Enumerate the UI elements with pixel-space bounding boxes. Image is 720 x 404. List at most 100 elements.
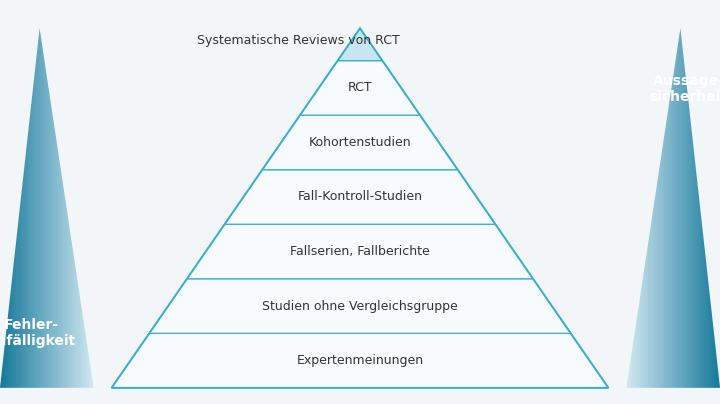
Polygon shape (647, 0, 648, 404)
Polygon shape (38, 0, 39, 404)
Polygon shape (672, 0, 673, 404)
Polygon shape (667, 0, 668, 404)
Polygon shape (692, 0, 693, 404)
Polygon shape (57, 0, 58, 404)
Polygon shape (0, 28, 94, 388)
Polygon shape (43, 0, 44, 404)
Polygon shape (10, 0, 11, 404)
Polygon shape (149, 279, 571, 333)
Polygon shape (643, 0, 644, 404)
Polygon shape (22, 0, 23, 404)
Polygon shape (691, 0, 692, 404)
Polygon shape (27, 0, 28, 404)
Polygon shape (660, 0, 661, 404)
Polygon shape (52, 0, 53, 404)
Polygon shape (15, 0, 16, 404)
Polygon shape (689, 0, 690, 404)
Polygon shape (706, 0, 707, 404)
Polygon shape (92, 0, 93, 404)
Polygon shape (84, 0, 85, 404)
Polygon shape (300, 61, 420, 115)
Polygon shape (338, 28, 382, 61)
Polygon shape (685, 0, 686, 404)
Polygon shape (69, 0, 71, 404)
Polygon shape (39, 0, 40, 404)
Polygon shape (46, 0, 47, 404)
Polygon shape (58, 0, 59, 404)
Polygon shape (55, 0, 56, 404)
Polygon shape (14, 0, 15, 404)
Polygon shape (674, 0, 675, 404)
Polygon shape (31, 0, 32, 404)
Polygon shape (698, 0, 699, 404)
Text: Kohortenstudien: Kohortenstudien (309, 136, 411, 149)
Polygon shape (712, 0, 713, 404)
Polygon shape (680, 0, 681, 404)
Polygon shape (671, 0, 672, 404)
Polygon shape (693, 0, 694, 404)
Polygon shape (78, 0, 79, 404)
Polygon shape (635, 0, 636, 404)
Polygon shape (1, 0, 2, 404)
Polygon shape (648, 0, 649, 404)
Polygon shape (16, 0, 17, 404)
Polygon shape (37, 0, 38, 404)
Polygon shape (632, 0, 633, 404)
Polygon shape (23, 0, 24, 404)
Polygon shape (87, 0, 88, 404)
Polygon shape (666, 0, 667, 404)
Polygon shape (13, 0, 14, 404)
Polygon shape (20, 0, 21, 404)
Polygon shape (668, 0, 670, 404)
Polygon shape (663, 0, 664, 404)
Polygon shape (702, 0, 703, 404)
Polygon shape (641, 0, 642, 404)
Polygon shape (56, 0, 57, 404)
Polygon shape (42, 0, 43, 404)
Polygon shape (7, 0, 8, 404)
Polygon shape (639, 0, 641, 404)
Polygon shape (656, 0, 657, 404)
Polygon shape (45, 0, 46, 404)
Polygon shape (653, 0, 654, 404)
Polygon shape (682, 0, 683, 404)
Polygon shape (91, 0, 92, 404)
Polygon shape (649, 0, 651, 404)
Polygon shape (633, 0, 634, 404)
Polygon shape (77, 0, 78, 404)
Polygon shape (697, 0, 698, 404)
Polygon shape (678, 0, 679, 404)
Polygon shape (699, 0, 700, 404)
Polygon shape (33, 0, 34, 404)
Polygon shape (644, 0, 645, 404)
Polygon shape (718, 0, 719, 404)
Polygon shape (665, 0, 666, 404)
Polygon shape (71, 0, 72, 404)
Polygon shape (654, 0, 655, 404)
Polygon shape (4, 0, 5, 404)
Polygon shape (68, 0, 69, 404)
Polygon shape (658, 0, 660, 404)
Polygon shape (73, 0, 74, 404)
Polygon shape (690, 0, 691, 404)
Polygon shape (652, 0, 653, 404)
Polygon shape (681, 0, 682, 404)
Polygon shape (11, 0, 12, 404)
Polygon shape (49, 0, 50, 404)
Polygon shape (76, 0, 77, 404)
Polygon shape (676, 0, 677, 404)
Polygon shape (657, 0, 658, 404)
Polygon shape (86, 0, 87, 404)
Polygon shape (88, 0, 89, 404)
Polygon shape (41, 0, 42, 404)
Polygon shape (17, 0, 18, 404)
Polygon shape (30, 0, 31, 404)
Polygon shape (12, 0, 13, 404)
Polygon shape (44, 0, 45, 404)
Polygon shape (36, 0, 37, 404)
Polygon shape (630, 0, 631, 404)
Polygon shape (54, 0, 55, 404)
Polygon shape (662, 0, 663, 404)
Polygon shape (704, 0, 705, 404)
Polygon shape (62, 0, 63, 404)
